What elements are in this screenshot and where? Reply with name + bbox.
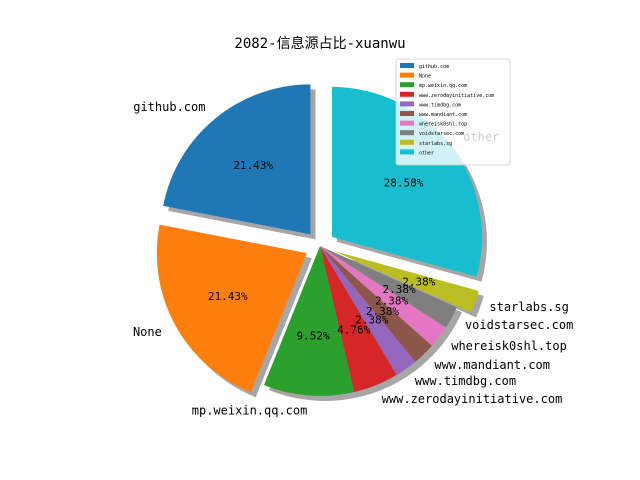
pct-label-whereisk0shl-top: 2.38% — [375, 295, 408, 308]
legend-label-starlabs-sg: starlabs.sg — [419, 141, 452, 147]
chart-title: 2082-信息源占比-xuanwu — [234, 35, 405, 52]
slice-starlabs-sg — [334, 251, 479, 313]
pct-label-other: 28.58% — [384, 176, 424, 189]
slice-voidstarsec-com — [320, 246, 457, 328]
slice-mp-weixin-qq-com — [263, 246, 355, 396]
outer-label-starlabs-sg: starlabs.sg — [489, 300, 568, 314]
pie-slices — [156, 84, 482, 396]
legend-swatch-www-timdbg-com — [400, 101, 414, 107]
legend-frame — [395, 58, 511, 166]
legend-label-github-com: github.com — [419, 64, 449, 70]
outer-label-none: None — [133, 325, 162, 339]
legend-swatch-starlabs-sg — [400, 139, 414, 145]
legend-swatch-whereisk0shl-top — [400, 120, 414, 126]
pct-label-github-com: 21.43% — [233, 159, 273, 172]
legend-label-other: other — [419, 150, 434, 156]
outer-label-whereisk0shl-top: whereisk0shl.top — [451, 339, 567, 353]
legend-swatch-other — [400, 149, 414, 155]
pct-label-www-timdbg-com: 2.38% — [355, 314, 388, 327]
pct-label-www-zerodayinitiative-com: 4.76% — [337, 323, 370, 336]
pct-label-none: 21.43% — [208, 290, 248, 303]
pct-label-www-mandiant-com: 2.38% — [366, 305, 399, 318]
legend-label-mp-weixin-qq-com: mp.weixin.qq.com — [419, 83, 467, 89]
slice-whereisk0shl-top — [320, 246, 446, 346]
outer-label-www-zerodayinitiative-com: www.zerodayinitiative.com — [382, 392, 563, 406]
slice-labels: github.com 21.43% None 21.43% mp.weixin.qq.c… — [133, 100, 573, 417]
pct-label-mp-weixin-qq-com: 9.52% — [297, 330, 330, 343]
legend-label-none: None — [419, 74, 431, 80]
legend-swatch-none — [400, 72, 414, 78]
legend-swatch-mp-weixin-qq-com — [400, 82, 414, 88]
legend-label-voidstarsec-com: voidstarsec.com — [419, 131, 464, 137]
outer-label-voidstarsec-com: voidstarsec.com — [465, 318, 573, 332]
legend-swatch-voidstarsec-com — [400, 130, 414, 136]
legend-swatch-github-com — [400, 63, 414, 68]
slice-none — [156, 224, 307, 393]
slice-other — [331, 86, 482, 277]
outer-label-www-timdbg-com: www.timdbg.com — [415, 374, 516, 388]
outer-label-mp-weixin-qq-com: mp.weixin.qq.com — [192, 404, 308, 418]
legend-label-www-zerodayinitiative-com: www.zerodayinitiative.com — [419, 93, 494, 99]
legend-swatch-www-zerodayinitiative-com — [400, 91, 414, 97]
pct-label-voidstarsec-com: 2.38% — [383, 283, 416, 296]
outer-label-www-mandiant-com: www.mandiant.com — [434, 358, 550, 372]
slice-github-com — [163, 84, 311, 235]
slice-www-zerodayinitiative-com — [320, 246, 397, 393]
pct-label-starlabs-sg: 2.38% — [402, 275, 435, 288]
slice-www-mandiant-com — [320, 246, 432, 362]
slice-www-timdbg-com — [320, 246, 416, 375]
legend-swatch-www-mandiant-com — [400, 111, 414, 116]
legend: github.com None mp.weixin.qq.com www.zeroda… — [395, 58, 511, 166]
legend-label-www-timdbg-com: www.timdbg.com — [419, 102, 461, 108]
legend-label-www-mandiant-com: www.mandiant.com — [419, 112, 467, 118]
legend-label-whereisk0shl-top: whereisk0shl.top — [419, 122, 467, 128]
outer-label-github-com: github.com — [133, 100, 205, 114]
